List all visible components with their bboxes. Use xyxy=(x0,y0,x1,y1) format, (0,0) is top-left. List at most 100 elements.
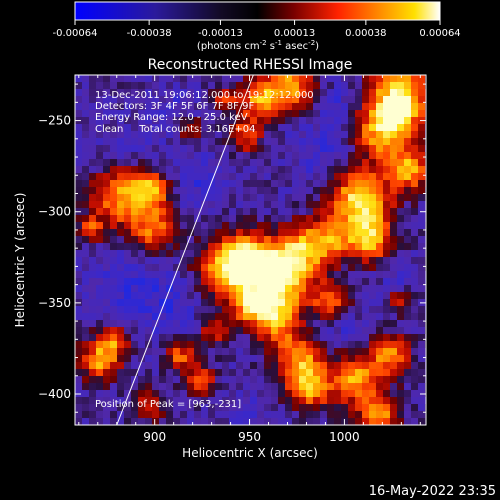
heatmap-cell xyxy=(313,397,321,405)
heatmap-cell xyxy=(159,96,167,104)
heatmap-cell xyxy=(376,222,384,230)
heatmap-cell xyxy=(166,110,174,118)
heatmap-cell xyxy=(96,327,104,335)
heatmap-cell xyxy=(271,299,279,307)
heatmap-cell xyxy=(355,243,363,251)
heatmap-cell xyxy=(264,376,272,384)
heatmap-cell xyxy=(299,383,307,391)
heatmap-cell xyxy=(103,145,111,153)
heatmap-cell xyxy=(320,236,328,244)
heatmap-cell xyxy=(334,383,342,391)
heatmap-cell xyxy=(201,187,209,195)
heatmap-cell xyxy=(166,159,174,167)
heatmap-cell xyxy=(411,131,419,139)
heatmap-cell xyxy=(173,376,181,384)
heatmap-cell xyxy=(257,215,265,223)
heatmap-cell xyxy=(306,383,314,391)
heatmap-cell xyxy=(376,117,384,125)
heatmap-cell xyxy=(243,173,251,181)
heatmap-cell xyxy=(131,96,139,104)
heatmap-cell xyxy=(222,145,230,153)
heatmap-cell xyxy=(278,250,286,258)
heatmap-cell xyxy=(124,82,132,90)
heatmap-cell xyxy=(89,250,97,258)
heatmap-cell xyxy=(152,166,160,174)
heatmap-cell xyxy=(201,348,209,356)
heatmap-cell xyxy=(166,89,174,97)
heatmap-cell xyxy=(397,173,405,181)
heatmap-cell xyxy=(376,334,384,342)
heatmap-cell xyxy=(215,138,223,146)
heatmap-cell xyxy=(187,110,195,118)
heatmap-cell xyxy=(89,278,97,286)
heatmap-cell xyxy=(404,418,412,425)
heatmap-cell xyxy=(229,257,237,265)
heatmap-cell xyxy=(271,383,279,391)
heatmap-cell xyxy=(313,355,321,363)
heatmap-cell xyxy=(110,187,118,195)
heatmap-cell xyxy=(418,96,426,104)
heatmap-cell xyxy=(362,82,370,90)
heatmap-cell xyxy=(320,362,328,370)
heatmap-cell xyxy=(194,362,202,370)
heatmap-cell xyxy=(306,159,314,167)
heatmap-cell xyxy=(285,82,293,90)
heatmap-cell xyxy=(75,173,83,181)
heatmap-cell xyxy=(201,166,209,174)
heatmap-cell xyxy=(257,341,265,349)
heatmap-cell xyxy=(313,362,321,370)
heatmap-cell xyxy=(166,362,174,370)
heatmap-cell xyxy=(313,117,321,125)
heatmap-cell xyxy=(404,180,412,188)
heatmap-cell xyxy=(152,313,160,321)
heatmap-cell xyxy=(411,201,419,209)
heatmap-cell xyxy=(152,411,160,419)
heatmap-cell xyxy=(166,320,174,328)
heatmap-cell xyxy=(292,278,300,286)
heatmap-cell xyxy=(159,173,167,181)
heatmap-cell xyxy=(201,264,209,272)
heatmap-cell xyxy=(138,229,146,237)
heatmap-cell xyxy=(208,390,216,398)
heatmap-cell xyxy=(222,348,230,356)
heatmap-cell xyxy=(355,278,363,286)
heatmap-cell xyxy=(362,397,370,405)
heatmap-cell xyxy=(313,82,321,90)
heatmap-cell xyxy=(152,89,160,97)
heatmap-cell xyxy=(194,152,202,160)
heatmap-cell xyxy=(215,180,223,188)
heatmap-cell xyxy=(404,110,412,118)
heatmap-cell xyxy=(201,103,209,111)
heatmap-cell xyxy=(292,362,300,370)
heatmap-cell xyxy=(187,390,195,398)
heatmap-cell xyxy=(306,152,314,160)
heatmap-cell xyxy=(306,110,314,118)
heatmap-cell xyxy=(89,313,97,321)
heatmap-cell xyxy=(117,383,125,391)
heatmap-cell xyxy=(96,355,104,363)
heatmap-cell xyxy=(369,215,377,223)
heatmap-cell xyxy=(131,306,139,314)
heatmap-cell xyxy=(124,215,132,223)
heatmap-cell xyxy=(82,278,90,286)
heatmap-cell xyxy=(285,341,293,349)
heatmap-cell xyxy=(285,278,293,286)
heatmap-cell xyxy=(138,82,146,90)
heatmap-cell xyxy=(138,271,146,279)
heatmap-cell xyxy=(124,404,132,412)
heatmap-cell xyxy=(201,215,209,223)
heatmap-cell xyxy=(89,383,97,391)
heatmap-cell xyxy=(397,278,405,286)
heatmap-cell xyxy=(397,222,405,230)
heatmap-cell xyxy=(404,82,412,90)
heatmap-cell xyxy=(124,159,132,167)
heatmap-cell xyxy=(418,187,426,195)
heatmap-cell xyxy=(355,201,363,209)
heatmap-cell xyxy=(341,89,349,97)
heatmap-cell xyxy=(89,390,97,398)
heatmap-cell xyxy=(334,334,342,342)
heatmap-cell xyxy=(334,103,342,111)
heatmap-cell xyxy=(355,208,363,216)
heatmap-cell xyxy=(285,418,293,425)
heatmap-cell xyxy=(124,299,132,307)
